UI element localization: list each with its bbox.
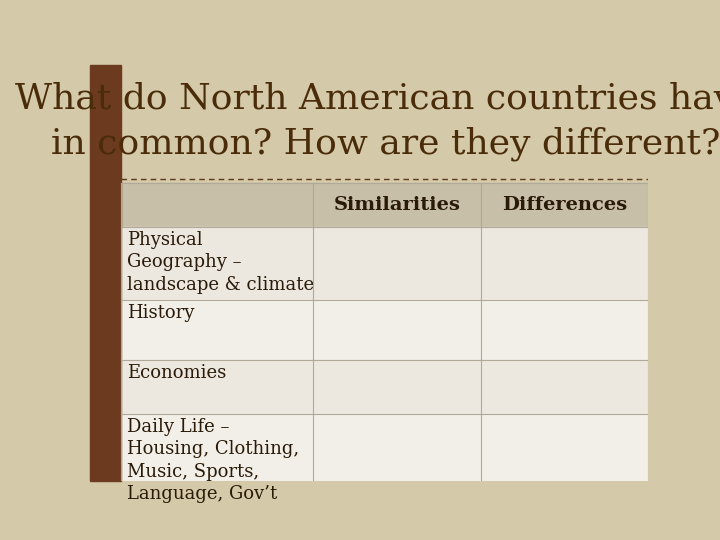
- Bar: [121, 183, 648, 227]
- Text: Economies: Economies: [127, 364, 227, 382]
- Bar: [90, 65, 121, 481]
- Bar: [313, 414, 481, 505]
- Bar: [481, 300, 648, 360]
- Text: Similarities: Similarities: [333, 196, 460, 214]
- Text: What do North American countries have
in common? How are they different?: What do North American countries have in…: [16, 82, 720, 161]
- Bar: [313, 360, 481, 414]
- Text: History: History: [127, 304, 195, 322]
- Bar: [313, 227, 481, 300]
- Text: Differences: Differences: [502, 196, 627, 214]
- Bar: [481, 360, 648, 414]
- Text: Physical
Geography –
landscape & climate: Physical Geography – landscape & climate: [127, 231, 315, 294]
- Bar: [121, 360, 313, 414]
- Bar: [121, 414, 313, 505]
- Bar: [121, 183, 648, 505]
- Bar: [121, 227, 313, 300]
- Bar: [121, 65, 648, 183]
- Bar: [121, 300, 313, 360]
- Text: Daily Life –
Housing, Clothing,
Music, Sports,
Language, Gov’t: Daily Life – Housing, Clothing, Music, S…: [127, 418, 300, 503]
- Bar: [481, 414, 648, 505]
- Bar: [313, 300, 481, 360]
- Bar: [481, 227, 648, 300]
